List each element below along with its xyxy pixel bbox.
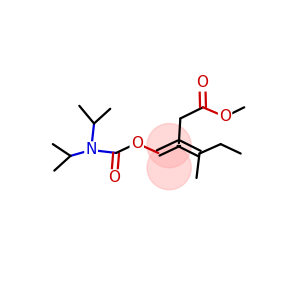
Text: N: N — [85, 142, 97, 158]
Text: O: O — [108, 170, 120, 185]
Text: O: O — [219, 109, 231, 124]
Circle shape — [147, 146, 191, 190]
Text: O: O — [131, 136, 143, 151]
Text: O: O — [196, 75, 208, 90]
Circle shape — [147, 124, 191, 168]
